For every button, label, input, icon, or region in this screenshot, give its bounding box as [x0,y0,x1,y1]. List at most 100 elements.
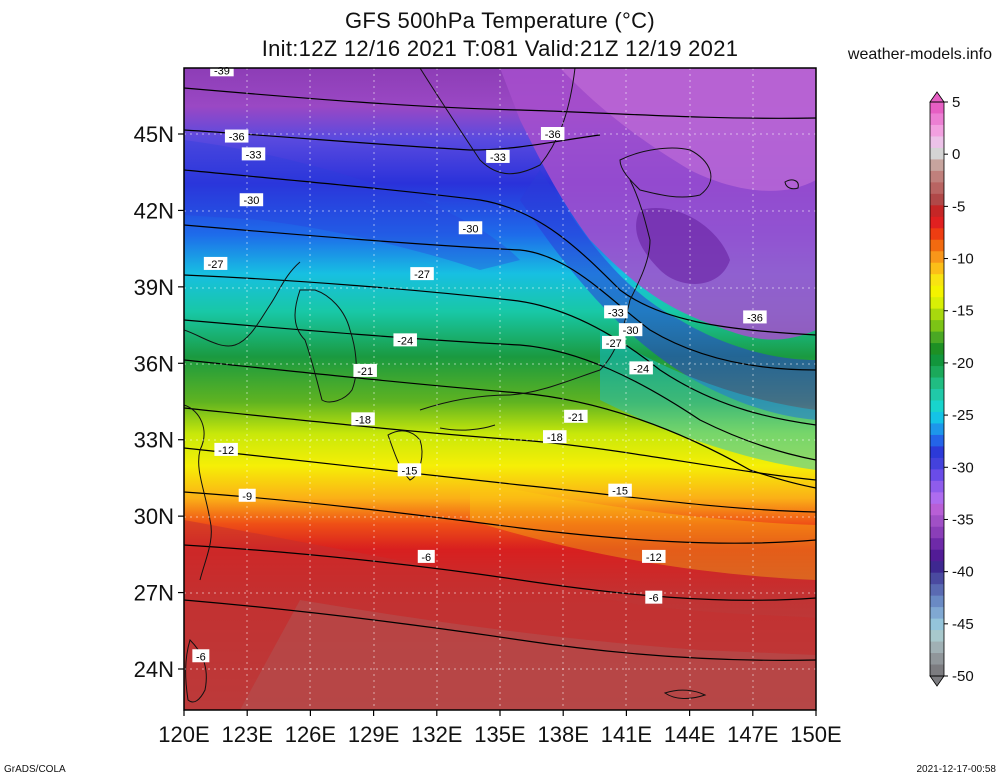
colorbar-swatch [930,343,944,356]
lat-label: 39N [134,275,174,300]
colorbar-swatch [930,561,944,574]
colorbar-swatch [930,366,944,379]
colorbar-swatch [930,147,944,160]
lat-label: 45N [134,122,174,147]
colorbar-swatch [930,308,944,321]
contour-label: -18 [543,430,567,444]
colorbar-swatch [930,515,944,528]
contour-label: -33 [486,149,510,164]
contour-label: -27 [602,335,626,350]
colorbar-tick-label: -50 [952,668,974,685]
colorbar [929,91,945,687]
svg-text:-9: -9 [242,491,252,503]
graticule [184,68,816,710]
colorbar-swatch [930,457,944,470]
contour-label: -6 [192,649,210,663]
lat-label: 27N [134,581,174,606]
colorbar-tick-label: -45 [952,616,974,633]
svg-text:-36: -36 [229,132,245,144]
contour-labels: -39-36-33-36-33-30-30-27-27-33-30-27-36-… [192,63,767,663]
colorbar-swatch [930,469,944,482]
svg-text:-15: -15 [401,465,417,477]
svg-text:-30: -30 [463,223,479,235]
colorbar-tick-label: 5 [952,94,960,111]
colorbar-swatch [930,182,944,195]
contour-label: -21 [564,409,588,424]
svg-text:-6: -6 [649,593,659,605]
colorbar-tick-label: 0 [952,146,960,163]
lat-label: 33N [134,428,174,453]
lon-label: 144E [664,722,715,747]
colorbar-swatch [930,124,944,137]
colorbar-tick-label: -20 [952,355,974,372]
contour-label: -24 [393,333,417,347]
contour-label: -36 [224,129,249,144]
colorbar-swatch [930,549,944,562]
contour-label: -6 [645,590,663,605]
svg-text:-27: -27 [606,338,622,350]
colorbar-swatch [930,297,944,310]
colorbar-swatch [930,216,944,229]
svg-text:-33: -33 [608,307,624,319]
colorbar-swatch [930,641,944,654]
contour-label: -12 [642,549,666,564]
lon-label: 120E [158,722,209,747]
colorbar-swatch [930,331,944,344]
colorbar-swatch [930,630,944,643]
longitude-axis: 120E 123E 126E 129E 132E 135E 138E 141E 144E 147E… [158,710,842,747]
contour-label: -33 [241,147,266,161]
colorbar-tick-label: -5 [952,198,965,215]
colorbar-swatch [930,113,944,126]
contour-label: -12 [214,442,238,457]
contour-label: -9 [238,488,256,503]
svg-text:-15: -15 [612,486,628,498]
svg-text:-12: -12 [218,445,234,457]
lat-label: 42N [134,198,174,223]
lon-label: 123E [222,722,273,747]
colorbar-swatch [930,274,944,287]
colorbar-swatch [930,228,944,241]
colorbar-swatch [930,239,944,252]
svg-text:-33: -33 [246,149,262,161]
colorbar-swatch [930,584,944,597]
lat-label: 36N [134,351,174,376]
svg-text:-12: -12 [646,552,662,564]
svg-text:-6: -6 [421,552,431,564]
lon-label: 126E [285,722,336,747]
colorbar-swatch [930,503,944,516]
colorbar-swatch [930,354,944,367]
contour-label: -27 [410,267,434,281]
colorbar-swatch [930,538,944,551]
contour-label: -18 [351,412,375,426]
colorbar-swatch [930,389,944,401]
contour-label: -27 [203,256,228,271]
latitude-axis: 45N 42N 39N 36N 33N 30N 27N 24N [134,122,184,682]
colorbar-swatch [930,446,944,459]
contour-label: -15 [397,463,422,477]
colorbar-swatch [930,526,944,539]
svg-text:-18: -18 [355,414,371,426]
colorbar-swatch [930,480,944,493]
footer-timestamp: 2021-12-17-00:58 [916,764,996,775]
lon-label: 141E [601,722,652,747]
svg-text:-30: -30 [623,325,639,337]
lon-label: 150E [790,722,841,747]
colorbar-tick-label: -35 [952,511,974,528]
svg-text:-21: -21 [568,412,584,424]
colorbar-min-arrow [929,675,945,687]
colorbar-swatch [930,595,944,608]
contour-label: -30 [458,221,483,235]
contour-label: -36 [540,127,565,141]
colorbar-swatch [930,205,944,218]
svg-text:-18: -18 [547,432,563,444]
colorbar-swatch [930,262,944,275]
colorbar-max-arrow [929,91,945,103]
svg-text:-39: -39 [214,65,230,77]
svg-text:-27: -27 [208,259,224,271]
colorbar-ticks: 5 0 -5 -10 -15 -20 -25 -30 -35 -40 -45 -50 [944,94,974,685]
colorbar-swatch [930,607,944,620]
svg-text:-36: -36 [545,129,561,141]
lon-label: 135E [474,722,525,747]
colorbar-swatch [930,285,944,298]
